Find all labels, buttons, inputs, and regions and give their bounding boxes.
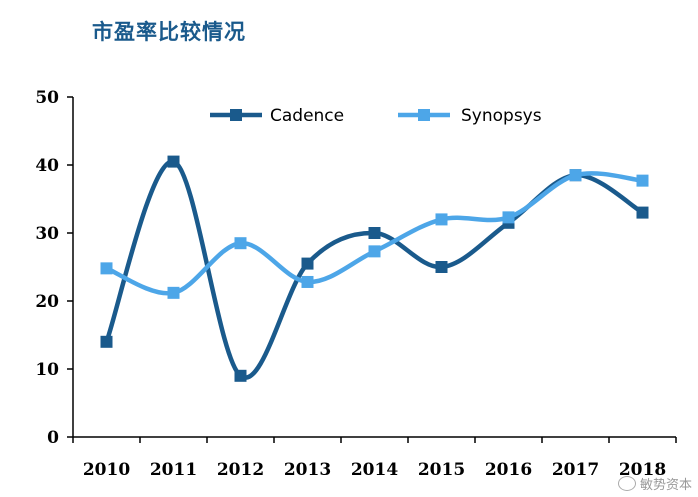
synopsys-point xyxy=(368,245,381,258)
legend-item-synopsys: Synopsys xyxy=(398,106,542,126)
wechat-icon xyxy=(617,476,636,491)
legend-label: Cadence xyxy=(270,106,344,126)
x-tick-label: 2016 xyxy=(485,460,532,480)
x-tick-label: 2011 xyxy=(150,460,197,480)
x-tick-label: 2013 xyxy=(284,460,331,480)
y-tick-label: 0 xyxy=(47,428,59,448)
x-tick-label: 2015 xyxy=(418,460,465,480)
y-tick-label: 50 xyxy=(35,88,59,108)
legend-swatch-marker xyxy=(418,109,430,121)
x-tick-label: 2014 xyxy=(351,460,398,480)
y-tick-label: 20 xyxy=(35,292,59,312)
x-tick-label: 2012 xyxy=(217,460,264,480)
series-lines xyxy=(100,155,649,382)
legend-item-cadence: Cadence xyxy=(210,106,344,126)
x-tick-label: 2017 xyxy=(552,460,599,480)
cadence-point xyxy=(234,369,247,382)
series-cadence xyxy=(100,155,649,382)
chart-title: 市盈率比较情况 xyxy=(92,20,246,44)
synopsys-point xyxy=(167,286,180,299)
axes xyxy=(67,96,677,443)
legend-label: Synopsys xyxy=(461,106,542,126)
cadence-point xyxy=(100,335,113,348)
watermark: 敏势资本 xyxy=(617,474,692,493)
legend: Cadence Synopsys xyxy=(210,106,542,126)
series-synopsys xyxy=(100,169,649,299)
synopsys-point xyxy=(234,237,247,250)
synopsys-point xyxy=(502,211,515,224)
x-tick-label: 2010 xyxy=(83,460,130,480)
y-tick-label: 30 xyxy=(35,224,59,244)
cadence-point xyxy=(368,227,381,239)
synopsys-point xyxy=(636,174,649,187)
watermark-text: 敏势资本 xyxy=(639,478,692,493)
cadence-point xyxy=(167,155,180,168)
legend-swatch-marker xyxy=(230,109,242,121)
cadence-line xyxy=(104,159,645,380)
synopsys-point xyxy=(100,262,113,275)
synopsys-point xyxy=(301,275,314,288)
tick-labels: 0 10 20 30 40 50 2010 2011 2012 2013 2014 2015 2016 2… xyxy=(35,88,666,480)
cadence-point xyxy=(636,206,649,219)
x-tick-label: 2018 xyxy=(619,460,666,480)
synopsys-point xyxy=(435,213,448,226)
cadence-point xyxy=(301,257,314,270)
y-tick-label: 40 xyxy=(35,156,59,176)
synopsys-point xyxy=(569,169,582,182)
y-tick-label: 10 xyxy=(35,360,59,380)
cadence-point xyxy=(435,261,448,273)
